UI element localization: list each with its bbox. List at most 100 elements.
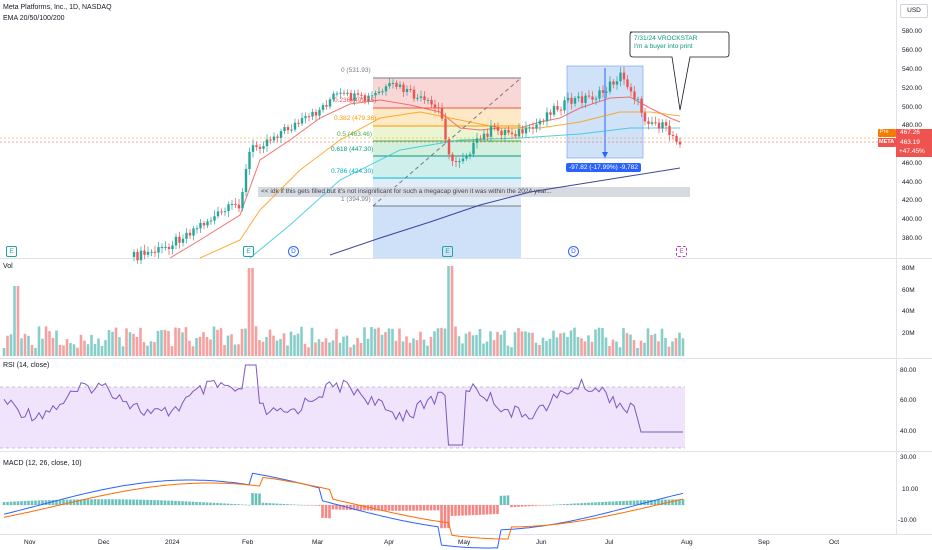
macd-label[interactable]: MACD (12, 26, close, 10) [3, 460, 82, 467]
volume-bar [268, 329, 272, 356]
macd-hist-bar [2, 502, 6, 505]
volume-bar [450, 266, 454, 356]
candle-body [468, 154, 472, 156]
time-axis-label: Sep [758, 539, 770, 546]
macd-hist-bar [293, 504, 296, 506]
candle-body [370, 95, 374, 97]
volume-label[interactable]: Vol [3, 263, 13, 270]
volume-bar [625, 333, 629, 356]
rsi-pane [0, 364, 685, 449]
macd-hist-bar [527, 505, 531, 507]
volume-bar [2, 348, 6, 356]
candle-body [346, 92, 349, 94]
fib-retracement[interactable] [372, 77, 522, 258]
candle-body [258, 146, 262, 149]
price-axis-label: 380.00 [902, 235, 922, 242]
volume-bar [489, 331, 492, 356]
macd-axis-label: -10.00 [898, 517, 917, 524]
macd-hist-bar [44, 500, 48, 505]
price-axis-label: 400.00 [902, 216, 922, 223]
ema-indicator-label[interactable]: EMA 20/50/100/200 [3, 15, 65, 22]
candle-body [650, 122, 654, 124]
measure-arrow-head [602, 152, 608, 158]
macd-signal-line [3, 476, 684, 540]
macd-hist-bar [363, 505, 366, 511]
macd-hist-bar [342, 505, 345, 510]
time-axis-label: Feb [242, 539, 254, 546]
candlestick-series[interactable] [132, 66, 682, 265]
callout-line-2: I'm a buyer into print [634, 43, 693, 50]
gap-note[interactable]: << idk if this gets filled but it's not … [261, 188, 552, 195]
macd-hist-bar [188, 501, 191, 505]
macd-hist-bar [275, 503, 279, 505]
callout-bubble[interactable] [629, 31, 730, 111]
volume-bar [520, 331, 524, 356]
symbol-title[interactable]: Meta Platforms, Inc., 1D, NASDAQ [3, 4, 112, 11]
macd-hist-bar [163, 500, 167, 505]
candle-body [332, 93, 335, 100]
candle-body [615, 81, 619, 85]
macd-hist-bar [268, 503, 272, 505]
fib-label-0618: 0.618 (447.30) [331, 146, 374, 153]
candle-body [664, 122, 668, 126]
fib-price: 463.46 [350, 131, 370, 138]
volume-bar [79, 334, 83, 356]
macd-hist-bar [289, 504, 293, 505]
rsi-label[interactable]: RSI (14, close) [3, 362, 50, 369]
macd-hist-bar [65, 499, 69, 505]
volume-bar [545, 340, 548, 356]
volume-bar [363, 327, 366, 356]
volume-bar [51, 338, 55, 356]
time-axis-label: 2024 [165, 539, 180, 546]
macd-hist-bar [524, 505, 527, 507]
macd-hist-bar [6, 501, 9, 505]
volume-bar [275, 340, 279, 356]
volume-bar [485, 341, 489, 356]
candle-body [342, 92, 346, 94]
volume-bar [146, 345, 149, 356]
change-percent: +47.45% [899, 148, 925, 155]
measure-label[interactable]: -97.82 (-17.99%) -9,782 [566, 163, 642, 172]
candle-body [461, 158, 465, 162]
earnings-marker: E [442, 246, 453, 257]
candle-body [272, 136, 276, 141]
candle-body [633, 91, 636, 100]
macd-hist-bar [464, 505, 468, 516]
macd-hist-bar [657, 499, 660, 505]
macd-hist-bar [13, 501, 16, 505]
macd-hist-bar [153, 500, 156, 505]
fib-price: 499.45 [354, 97, 375, 104]
candle-body [146, 251, 150, 255]
candle-body [510, 132, 514, 135]
volume-bar [559, 333, 562, 356]
volume-bar [499, 334, 503, 356]
volume-bar [55, 330, 58, 356]
candle-body [402, 84, 405, 93]
volume-bar [184, 327, 188, 356]
macd-hist-bar [247, 504, 251, 506]
candle-body [493, 125, 496, 128]
price-axis-label: 460.00 [902, 160, 922, 167]
candle-body [363, 95, 367, 101]
candle-body [178, 236, 181, 243]
macd-hist-bar [307, 505, 310, 506]
volume-bar [6, 335, 9, 356]
macd-hist-bar [429, 505, 433, 511]
candle-body [440, 107, 444, 119]
ema-lines [169, 96, 681, 259]
macd-hist-bar [167, 500, 170, 505]
macd-hist-bar [142, 499, 146, 505]
macd-hist-bar [174, 500, 177, 505]
candle-body [314, 111, 318, 116]
candle-body [437, 107, 440, 109]
volume-bar [23, 333, 27, 356]
macd-hist-bar [531, 505, 534, 507]
fib-zone-0-0236 [373, 78, 521, 108]
macd-hist-bar [170, 500, 174, 505]
volume-bar [632, 340, 636, 356]
macd-hist-bar [317, 505, 321, 506]
volume-bar [506, 345, 510, 356]
price-axis-label: 540.00 [902, 66, 922, 73]
currency-button[interactable]: USD [900, 4, 928, 18]
